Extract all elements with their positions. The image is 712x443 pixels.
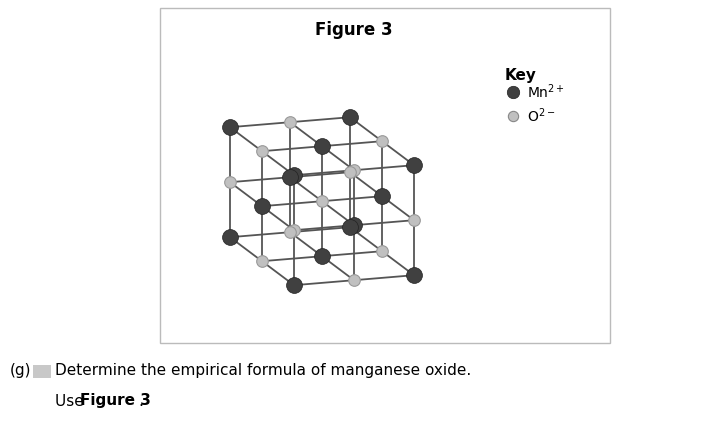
Point bbox=[288, 171, 300, 179]
Point bbox=[284, 229, 295, 236]
Text: Figure 3: Figure 3 bbox=[80, 393, 151, 408]
Point bbox=[284, 174, 295, 181]
Point bbox=[288, 227, 300, 234]
Point bbox=[508, 113, 519, 120]
Text: Determine the empirical formula of manganese oxide.: Determine the empirical formula of manga… bbox=[55, 364, 471, 378]
Point bbox=[256, 148, 268, 155]
Point bbox=[288, 282, 300, 289]
Bar bbox=[33, 365, 51, 377]
Point bbox=[377, 193, 388, 200]
Point bbox=[224, 124, 236, 131]
Point bbox=[348, 222, 360, 229]
Text: .: . bbox=[138, 393, 143, 408]
Point bbox=[348, 277, 360, 284]
Point bbox=[345, 224, 356, 231]
Point bbox=[348, 167, 360, 174]
Text: Use: Use bbox=[55, 393, 88, 408]
Point bbox=[256, 202, 268, 210]
Point bbox=[256, 258, 268, 265]
Text: Mn$^{2+}$: Mn$^{2+}$ bbox=[527, 83, 565, 101]
Point bbox=[224, 179, 236, 186]
Point bbox=[377, 138, 388, 145]
Point bbox=[345, 169, 356, 176]
Point bbox=[508, 89, 519, 96]
Text: (g): (g) bbox=[10, 364, 31, 378]
Text: Key: Key bbox=[505, 68, 537, 83]
Point bbox=[377, 248, 388, 255]
Point bbox=[316, 253, 328, 260]
Text: Figure 3: Figure 3 bbox=[315, 21, 392, 39]
Point bbox=[224, 233, 236, 241]
FancyBboxPatch shape bbox=[160, 8, 610, 343]
Text: O$^{2-}$: O$^{2-}$ bbox=[527, 107, 555, 125]
Point bbox=[316, 143, 328, 150]
Point bbox=[408, 217, 419, 224]
Point bbox=[345, 114, 356, 121]
Point bbox=[408, 272, 419, 279]
Point bbox=[316, 198, 328, 205]
Point bbox=[284, 119, 295, 126]
Point bbox=[408, 162, 419, 169]
